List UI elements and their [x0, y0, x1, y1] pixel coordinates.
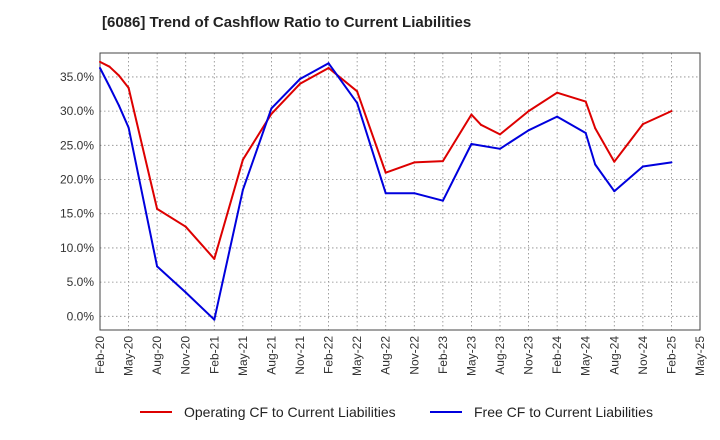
- data-point-free-cf: [184, 291, 187, 294]
- x-tick-label: Feb-25: [664, 336, 678, 374]
- x-tick-label: Feb-20: [93, 336, 107, 374]
- data-point-operating-cf: [118, 74, 121, 77]
- x-tick-label: Nov-23: [522, 336, 536, 375]
- legend-item-free-cf: Free CF to Current Liabilities: [430, 404, 653, 420]
- x-tick-label: Nov-22: [407, 336, 421, 375]
- y-tick-label: 5.0%: [67, 275, 95, 289]
- data-point-free-cf: [613, 190, 616, 193]
- data-point-operating-cf: [641, 123, 644, 126]
- data-point-operating-cf: [670, 110, 673, 113]
- y-tick-label: 30.0%: [60, 104, 94, 118]
- legend-item-operating-cf: Operating CF to Current Liabilities: [140, 404, 396, 420]
- data-point-operating-cf: [594, 127, 597, 130]
- chart-title: [6086] Trend of Cashflow Ratio to Curren…: [102, 14, 472, 31]
- data-point-free-cf: [356, 101, 359, 104]
- data-point-operating-cf: [108, 65, 111, 68]
- data-point-operating-cf: [299, 82, 301, 85]
- data-point-free-cf: [118, 104, 121, 107]
- x-tick-label: May-24: [579, 336, 593, 376]
- data-point-operating-cf: [441, 160, 444, 163]
- data-point-free-cf: [213, 318, 216, 321]
- x-tick-label: Aug-21: [264, 336, 278, 375]
- series-line-free-cf: [99, 62, 672, 321]
- x-tick-label: May-20: [122, 336, 136, 376]
- data-point-operating-cf: [99, 60, 101, 63]
- x-tick-label: May-25: [693, 336, 707, 376]
- data-point-free-cf: [99, 67, 101, 70]
- data-point-free-cf: [499, 147, 501, 150]
- x-tick-label: Aug-23: [493, 336, 507, 375]
- y-tick-label: 15.0%: [60, 207, 94, 221]
- legend-label-operating-cf: Operating CF to Current Liabilities: [184, 404, 396, 420]
- data-point-free-cf: [670, 161, 673, 164]
- data-point-free-cf: [299, 77, 301, 80]
- data-point-free-cf: [413, 192, 416, 195]
- data-point-free-cf: [556, 115, 559, 118]
- data-point-operating-cf: [470, 113, 473, 116]
- legend-swatch-operating-cf: [140, 411, 172, 413]
- data-point-operating-cf: [556, 91, 559, 94]
- data-point-operating-cf: [156, 207, 159, 210]
- y-tick-label: 35.0%: [60, 70, 94, 84]
- data-point-operating-cf: [356, 90, 359, 93]
- x-tick-label: May-22: [350, 336, 364, 376]
- data-point-operating-cf: [527, 110, 530, 113]
- x-tick-label: May-21: [236, 336, 250, 376]
- data-point-operating-cf: [327, 67, 330, 70]
- data-point-free-cf: [594, 163, 597, 166]
- data-point-free-cf: [241, 188, 244, 191]
- y-tick-label: 20.0%: [60, 173, 94, 187]
- data-point-free-cf: [470, 142, 473, 145]
- data-point-free-cf: [584, 132, 587, 135]
- x-tick-label: Feb-22: [322, 336, 336, 374]
- x-tick-label: Feb-23: [436, 336, 450, 374]
- data-point-free-cf: [108, 85, 111, 88]
- y-tick-label: 25.0%: [60, 138, 94, 152]
- legend-swatch-free-cf: [430, 411, 462, 413]
- data-point-free-cf: [527, 129, 530, 132]
- x-tick-label: Feb-21: [207, 336, 221, 374]
- x-tick-label: Nov-24: [636, 336, 650, 375]
- x-tick-label: Feb-24: [550, 336, 564, 374]
- y-tick-label: 0.0%: [67, 309, 95, 323]
- data-point-free-cf: [327, 62, 330, 65]
- data-point-operating-cf: [270, 112, 273, 115]
- x-tick-label: Aug-20: [150, 336, 164, 375]
- data-point-operating-cf: [127, 86, 130, 89]
- x-tick-label: Aug-22: [379, 336, 393, 375]
- data-point-operating-cf: [413, 161, 416, 164]
- data-point-operating-cf: [184, 225, 187, 228]
- data-point-operating-cf: [241, 158, 244, 161]
- x-tick-label: Aug-24: [607, 336, 621, 375]
- x-tick-label: Nov-20: [179, 336, 193, 375]
- data-point-operating-cf: [584, 100, 587, 103]
- plot-frame: [99, 52, 701, 331]
- data-point-free-cf: [270, 107, 273, 110]
- x-tick-label: Nov-21: [293, 336, 307, 375]
- data-point-free-cf: [127, 126, 130, 129]
- data-point-operating-cf: [499, 133, 501, 136]
- data-point-operating-cf: [613, 160, 616, 163]
- y-tick-label: 10.0%: [60, 241, 94, 255]
- data-point-free-cf: [641, 165, 644, 168]
- data-point-free-cf: [156, 265, 159, 268]
- chart-legend: Operating CF to Current Liabilities Free…: [0, 404, 720, 426]
- data-point-operating-cf: [479, 123, 482, 126]
- legend-label-free-cf: Free CF to Current Liabilities: [474, 404, 653, 420]
- data-point-free-cf: [441, 199, 444, 202]
- x-tick-label: May-23: [464, 336, 478, 376]
- data-point-operating-cf: [213, 257, 216, 260]
- data-point-free-cf: [384, 192, 387, 195]
- data-point-operating-cf: [384, 171, 387, 174]
